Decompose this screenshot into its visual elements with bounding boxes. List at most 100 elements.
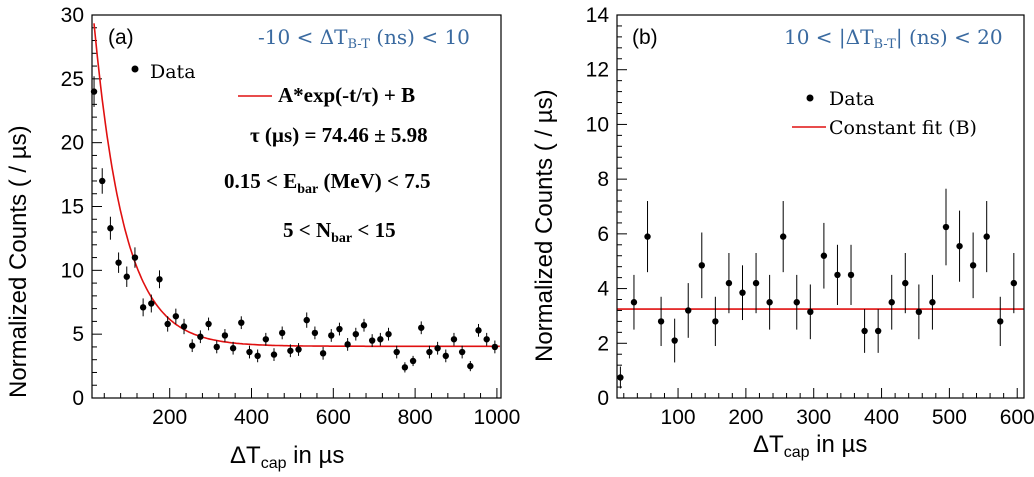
panel-a-fit-curve xyxy=(93,23,500,348)
panel-b-marker xyxy=(807,308,814,316)
panel-a-marker xyxy=(467,362,474,370)
panel-a-y-tick-label: 15 xyxy=(61,196,84,219)
panel-b-x-tick-label: 400 xyxy=(864,406,899,429)
panel-a-marker xyxy=(172,313,180,320)
panel-a-marker xyxy=(442,352,449,360)
panel-b-data-point xyxy=(834,244,841,305)
panel-a-data-point xyxy=(131,247,139,268)
panel-b-y-tick-label: 8 xyxy=(597,168,609,191)
panel-a-marker xyxy=(352,330,360,338)
panel-b-data-point xyxy=(671,318,678,363)
panel-b-marker xyxy=(942,223,950,231)
panel-b-y-axis-label: Normalized Counts ( / µs) xyxy=(531,89,558,362)
panel-a-data-point xyxy=(238,316,245,330)
panel-a-data-point xyxy=(467,360,474,372)
panel-b-y-tick-label: 6 xyxy=(597,223,609,246)
panel-a-data-point xyxy=(213,340,220,354)
panel-a-legend-data-marker xyxy=(131,65,139,73)
panel-a-marker xyxy=(270,351,278,358)
panel-b-y-tick-label: 2 xyxy=(597,332,609,355)
panel-a-condition: -10 < ΔTB-T (ns) < 10 xyxy=(258,25,470,52)
panel-a-y-tick-label: 25 xyxy=(61,68,84,91)
panel-a-data-point xyxy=(172,308,180,324)
panel-a-data-point xyxy=(311,326,319,340)
panel-a-marker xyxy=(475,327,482,334)
panel-b-data-point xyxy=(888,274,895,330)
panel-b-label: (b) xyxy=(632,26,658,49)
panel-b-data-point xyxy=(630,274,638,330)
panel-b-y-tick-label: 4 xyxy=(597,278,609,301)
panel-b-data-point xyxy=(793,274,800,330)
panel-b-ticks: 0 2 4 6 8 10 12 14 100 200 300 400 500 600 xyxy=(586,4,1034,429)
panel-b-condition: 10 < |ΔTB-T| (ns) < 20 xyxy=(784,25,1003,52)
panel-a-marker xyxy=(458,348,466,356)
panel-b-marker xyxy=(929,299,936,306)
panel-b-marker xyxy=(902,279,909,287)
panel-b-data-point xyxy=(874,309,882,353)
panel-b-marker xyxy=(739,289,746,296)
panel-b-data-points xyxy=(617,188,1018,389)
panel-a-marker xyxy=(139,304,147,311)
panel-a-marker xyxy=(131,254,139,261)
panel-a-data-point xyxy=(385,327,392,341)
panel-b-y-tick-label: 0 xyxy=(597,387,609,410)
panel-b-marker xyxy=(847,271,855,279)
panel-b-data-point xyxy=(942,188,950,266)
panel-b-y-tick-label: 14 xyxy=(586,4,610,27)
panel-a-y-tick-label: 0 xyxy=(72,387,84,410)
panel-b-data-point xyxy=(752,253,760,314)
panel-a-marker xyxy=(426,348,433,356)
panel-b-data-point xyxy=(807,284,814,340)
panel-a-legend-fit-label: A*exp(-t/τ) + B xyxy=(278,83,415,107)
panel-b-marker xyxy=(712,318,719,325)
panel-b-marker xyxy=(657,318,665,325)
panel-b-data-point xyxy=(847,244,855,305)
panel-a-marker xyxy=(246,348,253,356)
panel-a-marker xyxy=(238,319,245,326)
panel-a-data-point xyxy=(270,348,278,361)
panel-a-x-tick-label: 600 xyxy=(316,406,351,429)
panel-b-marker xyxy=(725,279,733,287)
panel-a-marker xyxy=(385,330,392,338)
panel-b-x-tick-label: 100 xyxy=(661,406,696,429)
panel-b-marker xyxy=(888,299,895,306)
panel-b-x-axis-label: ΔTcap in µs xyxy=(753,431,867,461)
panel-a-frame xyxy=(91,14,502,399)
panel-a-data-point xyxy=(205,317,212,331)
panel-b-x-tick-label: 500 xyxy=(932,406,967,429)
panel-a-marker xyxy=(156,276,163,283)
panel-a-data-points xyxy=(90,76,499,373)
panel-a-marker xyxy=(287,347,294,354)
panel-a-marker xyxy=(393,348,400,356)
panel-a-data-point xyxy=(393,345,400,359)
panel-a-data-point xyxy=(197,330,204,344)
panel-a-marker xyxy=(319,350,327,357)
panel-a-data-point xyxy=(107,216,114,240)
panel-a-data-point xyxy=(262,332,270,346)
panel-a-marker xyxy=(344,341,351,348)
panel-a-data-point xyxy=(336,322,343,336)
panel-a-data-point xyxy=(99,168,106,194)
panel-b-data-point xyxy=(956,210,963,282)
panel-a-data-point xyxy=(246,345,253,359)
panel-a-data-point xyxy=(303,312,310,328)
panel-a-marker xyxy=(409,357,417,365)
panel-a-data-point xyxy=(189,339,196,353)
panel-a-fit-group xyxy=(93,23,500,348)
panel-b: 0 2 4 6 8 10 12 14 100 200 300 400 500 600 (b) 10 < |… xyxy=(531,4,1034,461)
panel-a-data-point xyxy=(139,298,147,317)
panel-a-marker xyxy=(197,333,204,340)
panel-a-marker xyxy=(180,323,188,330)
panel-b-data-point xyxy=(997,296,1004,347)
panel-b-data-point xyxy=(685,283,692,338)
panel-a-y-axis-label: Normalized Counts ( / µs) xyxy=(5,125,32,398)
panel-a-energy-cut: 0.15 < Ebar (MeV) < 7.5 xyxy=(224,169,431,197)
panel-b-marker xyxy=(752,279,760,287)
panel-a-marker xyxy=(123,273,130,280)
panel-b-marker xyxy=(820,252,828,259)
panel-b-marker xyxy=(644,233,651,240)
panel-b-legend-data-label: Data xyxy=(829,88,875,110)
panel-a-marker xyxy=(254,352,261,360)
panel-b-x-tick-label: 200 xyxy=(728,406,763,429)
panel-a-label: (a) xyxy=(108,26,134,49)
